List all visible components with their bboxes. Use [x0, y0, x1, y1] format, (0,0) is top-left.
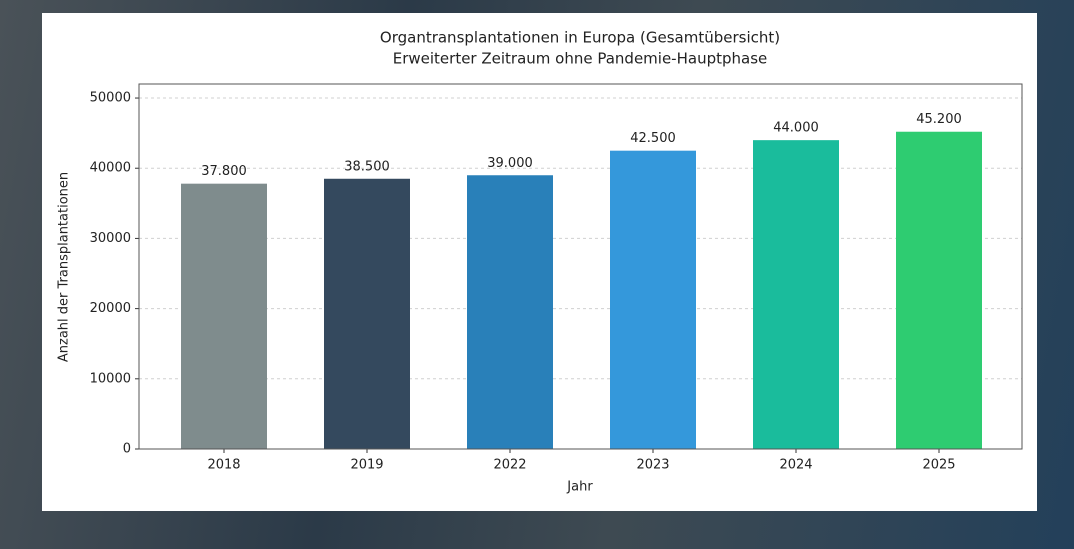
- x-tick-label: 2023: [636, 458, 669, 473]
- y-tick-label: 30000: [90, 231, 131, 246]
- data-label: 38.500: [344, 159, 390, 174]
- x-tick-label: 2019: [350, 458, 383, 473]
- bar: [896, 131, 982, 449]
- x-tick-label: 2018: [207, 458, 240, 473]
- y-tick-label: 40000: [90, 161, 131, 176]
- y-tick-label: 10000: [90, 371, 131, 386]
- bar: [753, 140, 839, 449]
- bar: [324, 178, 410, 449]
- data-label: 42.500: [630, 131, 676, 146]
- bar: [467, 175, 553, 449]
- x-tick-label: 2025: [922, 458, 955, 473]
- y-tick-label: 50000: [90, 91, 131, 106]
- y-tick-label: 0: [123, 442, 131, 457]
- plot-frame: [138, 83, 1023, 450]
- y-tick-label: 20000: [90, 301, 131, 316]
- data-label: 44.000: [773, 121, 819, 136]
- y-axis-label: Anzahl der Transplantationen: [57, 172, 72, 362]
- data-label: 45.200: [916, 112, 962, 127]
- bar: [610, 150, 696, 450]
- chart-subtitle: Erweiterter Zeitraum ohne Pandemie-Haupt…: [393, 50, 768, 68]
- bar: [181, 183, 267, 449]
- data-label: 39.000: [487, 156, 533, 171]
- data-label: 37.800: [201, 164, 247, 179]
- x-tick-label: 2022: [493, 458, 526, 473]
- x-axis-label: Jahr: [566, 480, 593, 495]
- x-tick-label: 2024: [779, 458, 812, 473]
- chart-title: Organtransplantationen in Europa (Gesamt…: [380, 29, 780, 47]
